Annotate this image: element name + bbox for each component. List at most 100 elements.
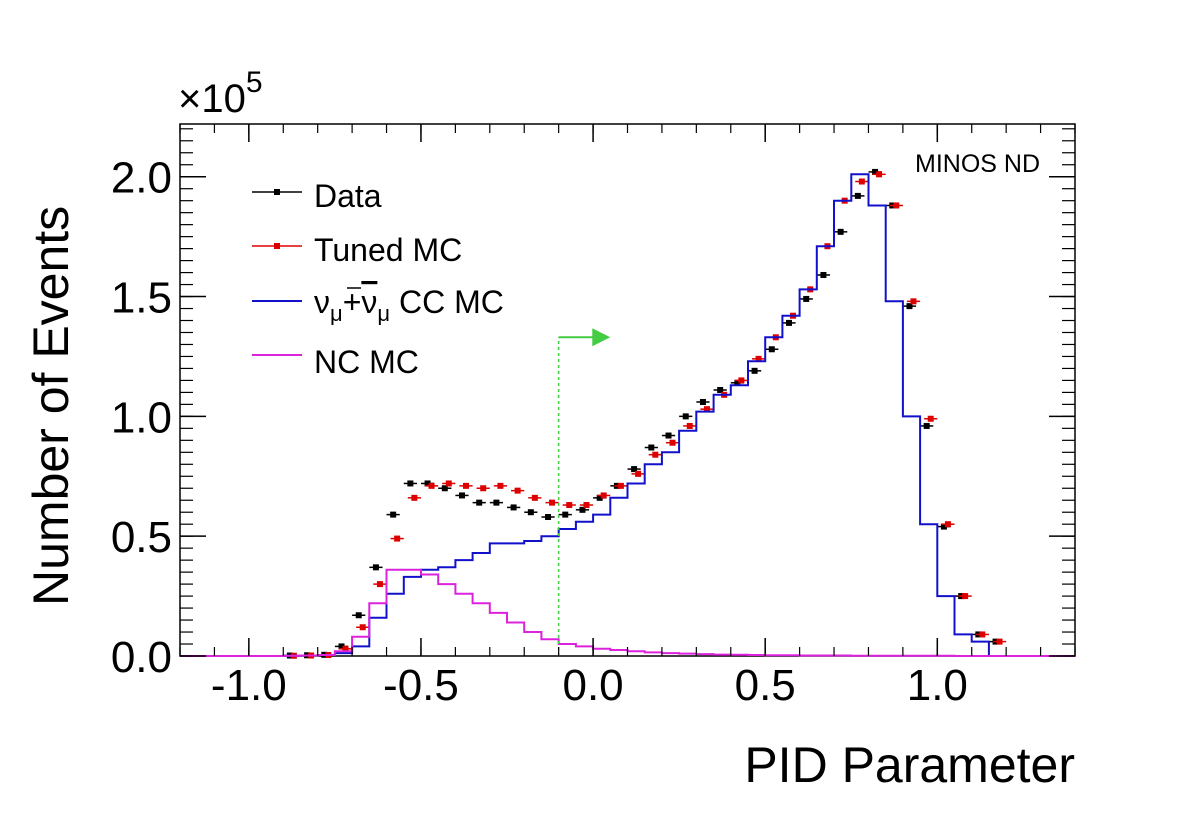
data-point [979, 631, 986, 638]
legend-label-tuned-mc: Tuned MC [314, 232, 462, 268]
data-point [927, 415, 934, 422]
data-point [562, 511, 569, 518]
data-point [652, 451, 659, 458]
x-tick-label: 0.0 [562, 661, 623, 710]
data-point [428, 482, 435, 489]
data-point [583, 502, 590, 509]
data-point [872, 168, 879, 175]
legend: Data Tuned MC νμ+νμ CC MC NC MC [252, 178, 504, 380]
data-point [854, 192, 861, 199]
data-point [566, 502, 573, 509]
data-point [893, 202, 900, 209]
data-point [445, 480, 452, 487]
data-point [480, 485, 487, 492]
axes-ticks: -1.0 -0.5 0.0 0.5 1.0 0.0 0.5 1.0 1.5 2.0 [111, 124, 1076, 710]
legend-label-data: Data [314, 178, 382, 214]
x-tick-label: 0.5 [735, 661, 796, 710]
y-multiplier-exponent: 5 [246, 66, 263, 99]
data-point [510, 504, 517, 511]
data-point [549, 499, 556, 506]
data-point [906, 303, 913, 310]
legend-entry-tuned-mc: Tuned MC [252, 232, 462, 268]
data-point [372, 564, 379, 571]
cut-marker [557, 328, 611, 656]
y-tick-label: 2.0 [111, 154, 172, 203]
y-tick-label: 1.0 [111, 393, 172, 442]
data-point [768, 346, 775, 353]
minos-nd-annotation: MINOS ND [915, 150, 1040, 178]
y-axis-title: Number of Events [23, 206, 79, 606]
step-line [180, 568, 1075, 657]
data-point [876, 171, 883, 178]
data-point [600, 492, 607, 499]
data-point [411, 494, 418, 501]
data-point [944, 521, 951, 528]
data-point [734, 379, 741, 386]
y-tick-label: 1.5 [111, 274, 172, 323]
data-point [394, 535, 401, 542]
data-point [338, 643, 345, 650]
x-tick-label: -1.0 [211, 661, 287, 710]
data-point [407, 480, 414, 487]
legend-label-nc-mc: NC MC [314, 344, 419, 380]
y-axis-multiplier: ×105 [178, 66, 263, 121]
data-point [631, 466, 638, 473]
data-point [703, 406, 710, 413]
x-tick-label: -0.5 [383, 661, 459, 710]
data-point [910, 298, 917, 305]
x-tick-label: 1.0 [907, 661, 968, 710]
data-point [462, 482, 469, 489]
data-point [755, 355, 762, 362]
y-multiplier-base: ×10 [178, 77, 246, 121]
data-point [531, 494, 538, 501]
data-point [837, 228, 844, 235]
data-point [545, 514, 552, 521]
data-point [962, 593, 969, 600]
data-point [717, 387, 724, 393]
data-point [476, 499, 483, 506]
data-point [342, 645, 349, 652]
data-point [635, 470, 642, 477]
legend-label-cc-mc: νμ+νμ CC MC [314, 284, 504, 326]
data-point [699, 398, 706, 405]
data-point [686, 422, 693, 429]
data-point [996, 638, 1003, 645]
legend-entry-cc-mc: νμ+νμ CC MC [252, 284, 504, 326]
x-axis-title: PID Parameter [744, 737, 1075, 793]
data-point [617, 482, 624, 489]
data-point [596, 494, 603, 501]
legend-entry-nc-mc: NC MC [252, 344, 419, 380]
y-tick-label: 0.5 [111, 513, 172, 562]
data-point [458, 492, 465, 499]
data-point [669, 439, 676, 446]
data-point [738, 377, 745, 384]
data-point [390, 511, 397, 518]
data-point [940, 523, 947, 530]
data-point [359, 624, 366, 631]
data-point [648, 444, 655, 451]
data-point [579, 506, 586, 513]
data-point [376, 581, 383, 588]
data-point [786, 319, 793, 326]
data-point [355, 612, 362, 619]
data-point [820, 271, 827, 278]
data-point [514, 487, 521, 494]
series-2 [180, 173, 1075, 657]
data-point [424, 480, 431, 487]
data-point [682, 413, 689, 420]
data-point [858, 178, 865, 185]
series-layer [180, 168, 1075, 659]
data-point [441, 485, 448, 492]
data-point [493, 499, 500, 506]
cut-arrow-head [592, 328, 611, 347]
data-point [527, 509, 534, 516]
y-tick-label: 0.0 [111, 633, 172, 682]
data-point [497, 482, 504, 489]
data-point [665, 432, 672, 439]
step-line [180, 173, 1075, 657]
legend-entry-data: Data [252, 178, 382, 214]
series-3 [180, 568, 1075, 657]
data-point [923, 422, 930, 429]
data-point [751, 367, 758, 374]
